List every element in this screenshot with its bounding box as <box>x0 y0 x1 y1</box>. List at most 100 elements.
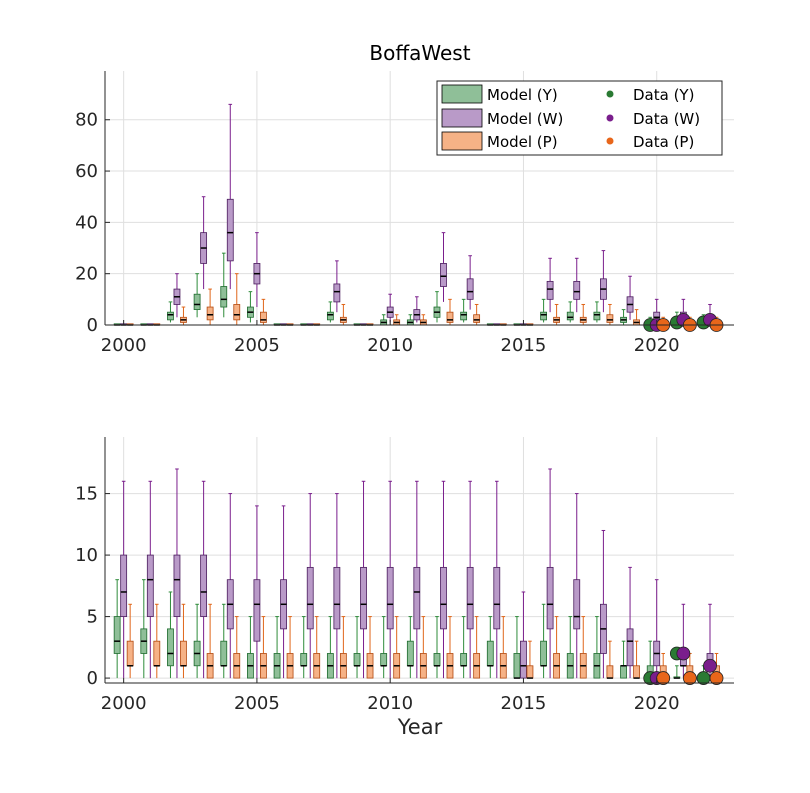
box-body <box>633 665 640 679</box>
box-Y-2011 <box>406 314 414 326</box>
box-Y-2006 <box>273 616 281 679</box>
box-W-2016 <box>546 468 554 679</box>
box-P-2012 <box>446 298 454 325</box>
bottom-axes: 2000 2005 2010 2015 2020 0 5 10 15 Year <box>75 437 734 739</box>
box-Y-2003 <box>193 603 201 679</box>
box-body <box>113 616 121 654</box>
legend-label-model-p: Model (P) <box>487 133 558 151</box>
box-Y-2015 <box>513 616 521 679</box>
box-body <box>193 293 201 311</box>
legend-marker-data-w <box>606 114 614 122</box>
box-W-2004 <box>226 493 234 679</box>
box-Y-2005 <box>247 291 254 323</box>
box-body <box>573 280 581 300</box>
box-Y-2012 <box>433 291 441 323</box>
box-W-2001 <box>146 480 154 679</box>
box-Y-2017 <box>566 301 574 323</box>
box-P-2017 <box>579 616 587 679</box>
box-P-2013 <box>473 303 481 325</box>
box-W-2008 <box>333 260 341 313</box>
box-body <box>540 640 547 667</box>
data-point-P-2022 <box>709 671 724 685</box>
box-body <box>466 278 474 300</box>
y-tick-label: 0 <box>87 315 98 336</box>
box-body <box>206 306 214 321</box>
box-Y-2000 <box>113 579 121 679</box>
legend-box <box>436 80 723 156</box>
box-body <box>626 628 634 667</box>
box-W-2013 <box>466 255 474 310</box>
box-P-2007 <box>313 616 321 679</box>
box-P-2008 <box>339 303 347 325</box>
box-P-2011 <box>419 314 427 326</box>
box-body <box>180 640 187 667</box>
legend-label-data-w: Data (W) <box>633 110 700 128</box>
x-tick-label: 2005 <box>234 693 280 714</box>
box-P-2010 <box>393 616 401 679</box>
box-body <box>413 566 421 630</box>
box-Y-2003 <box>193 273 201 318</box>
y-tick-label: 5 <box>87 607 98 628</box>
box-W-2003 <box>200 196 208 290</box>
box-body <box>306 566 314 630</box>
box-P-2016 <box>553 303 560 325</box>
box-P-2004 <box>233 273 241 325</box>
x-tick-label: 2010 <box>367 693 413 714</box>
box-body <box>460 311 468 321</box>
box-P-2017 <box>579 303 587 325</box>
y-tick-label: 40 <box>75 212 98 233</box>
box-P-2002 <box>180 603 187 679</box>
box-W-2012 <box>440 232 447 302</box>
box-body <box>326 311 334 321</box>
box-W-2016 <box>546 257 554 313</box>
box-Y-2008 <box>326 616 334 679</box>
box-body <box>513 653 521 679</box>
data-point-P-2021 <box>682 671 697 685</box>
box-body <box>153 640 161 667</box>
x-axis-label: Year <box>397 715 443 739</box>
box-Y-2016 <box>540 298 547 323</box>
box-W-2010 <box>386 480 394 679</box>
box-Y-2018 <box>593 301 601 323</box>
box-Y-2011 <box>406 616 414 679</box>
legend-label-data-p: Data (P) <box>633 133 694 151</box>
box-body <box>573 579 581 630</box>
box-W-2013 <box>466 480 474 679</box>
box-W-2012 <box>440 480 447 679</box>
box-body <box>566 311 574 321</box>
box-Y-2017 <box>566 616 574 679</box>
y-tick-label: 10 <box>75 545 98 566</box>
box-Y-2004 <box>220 252 228 318</box>
box-P-2000 <box>126 603 134 679</box>
y-tick-label: 0 <box>87 668 98 689</box>
x-tick-label: 2000 <box>101 335 147 356</box>
box-W-2006 <box>280 505 287 679</box>
box-W-2019 <box>626 566 634 679</box>
box-W-2005 <box>253 505 261 679</box>
y-tick-label: 60 <box>75 161 98 182</box>
box-W-2009 <box>360 480 367 679</box>
box-Y-2002 <box>167 591 174 679</box>
legend-label-model-w: Model (W) <box>487 110 563 128</box>
box-body <box>333 566 341 630</box>
bottom-tick-labels: 2000 2005 2010 2015 2020 0 5 10 15 <box>75 484 680 714</box>
box-body <box>440 263 447 287</box>
x-tick-label: 2020 <box>634 693 680 714</box>
y-tick-label: 80 <box>75 110 98 131</box>
box-body <box>440 566 447 630</box>
box-body <box>386 566 394 630</box>
box-body <box>220 640 228 667</box>
box-P-2009 <box>366 616 374 679</box>
top-tick-labels: 2000 2005 2010 2015 2020 0 20 40 60 80 <box>75 110 680 356</box>
box-body <box>433 653 441 667</box>
box-P-2004 <box>233 616 241 679</box>
box-body <box>620 665 627 679</box>
box-body <box>120 554 128 617</box>
box-W-2008 <box>333 493 341 679</box>
box-body <box>493 566 501 630</box>
box-Y-2019 <box>620 640 627 679</box>
box-Y-2012 <box>433 616 441 679</box>
box-Y-2016 <box>540 603 547 679</box>
x-tick-label: 2020 <box>634 335 680 356</box>
box-P-2008 <box>339 616 347 679</box>
